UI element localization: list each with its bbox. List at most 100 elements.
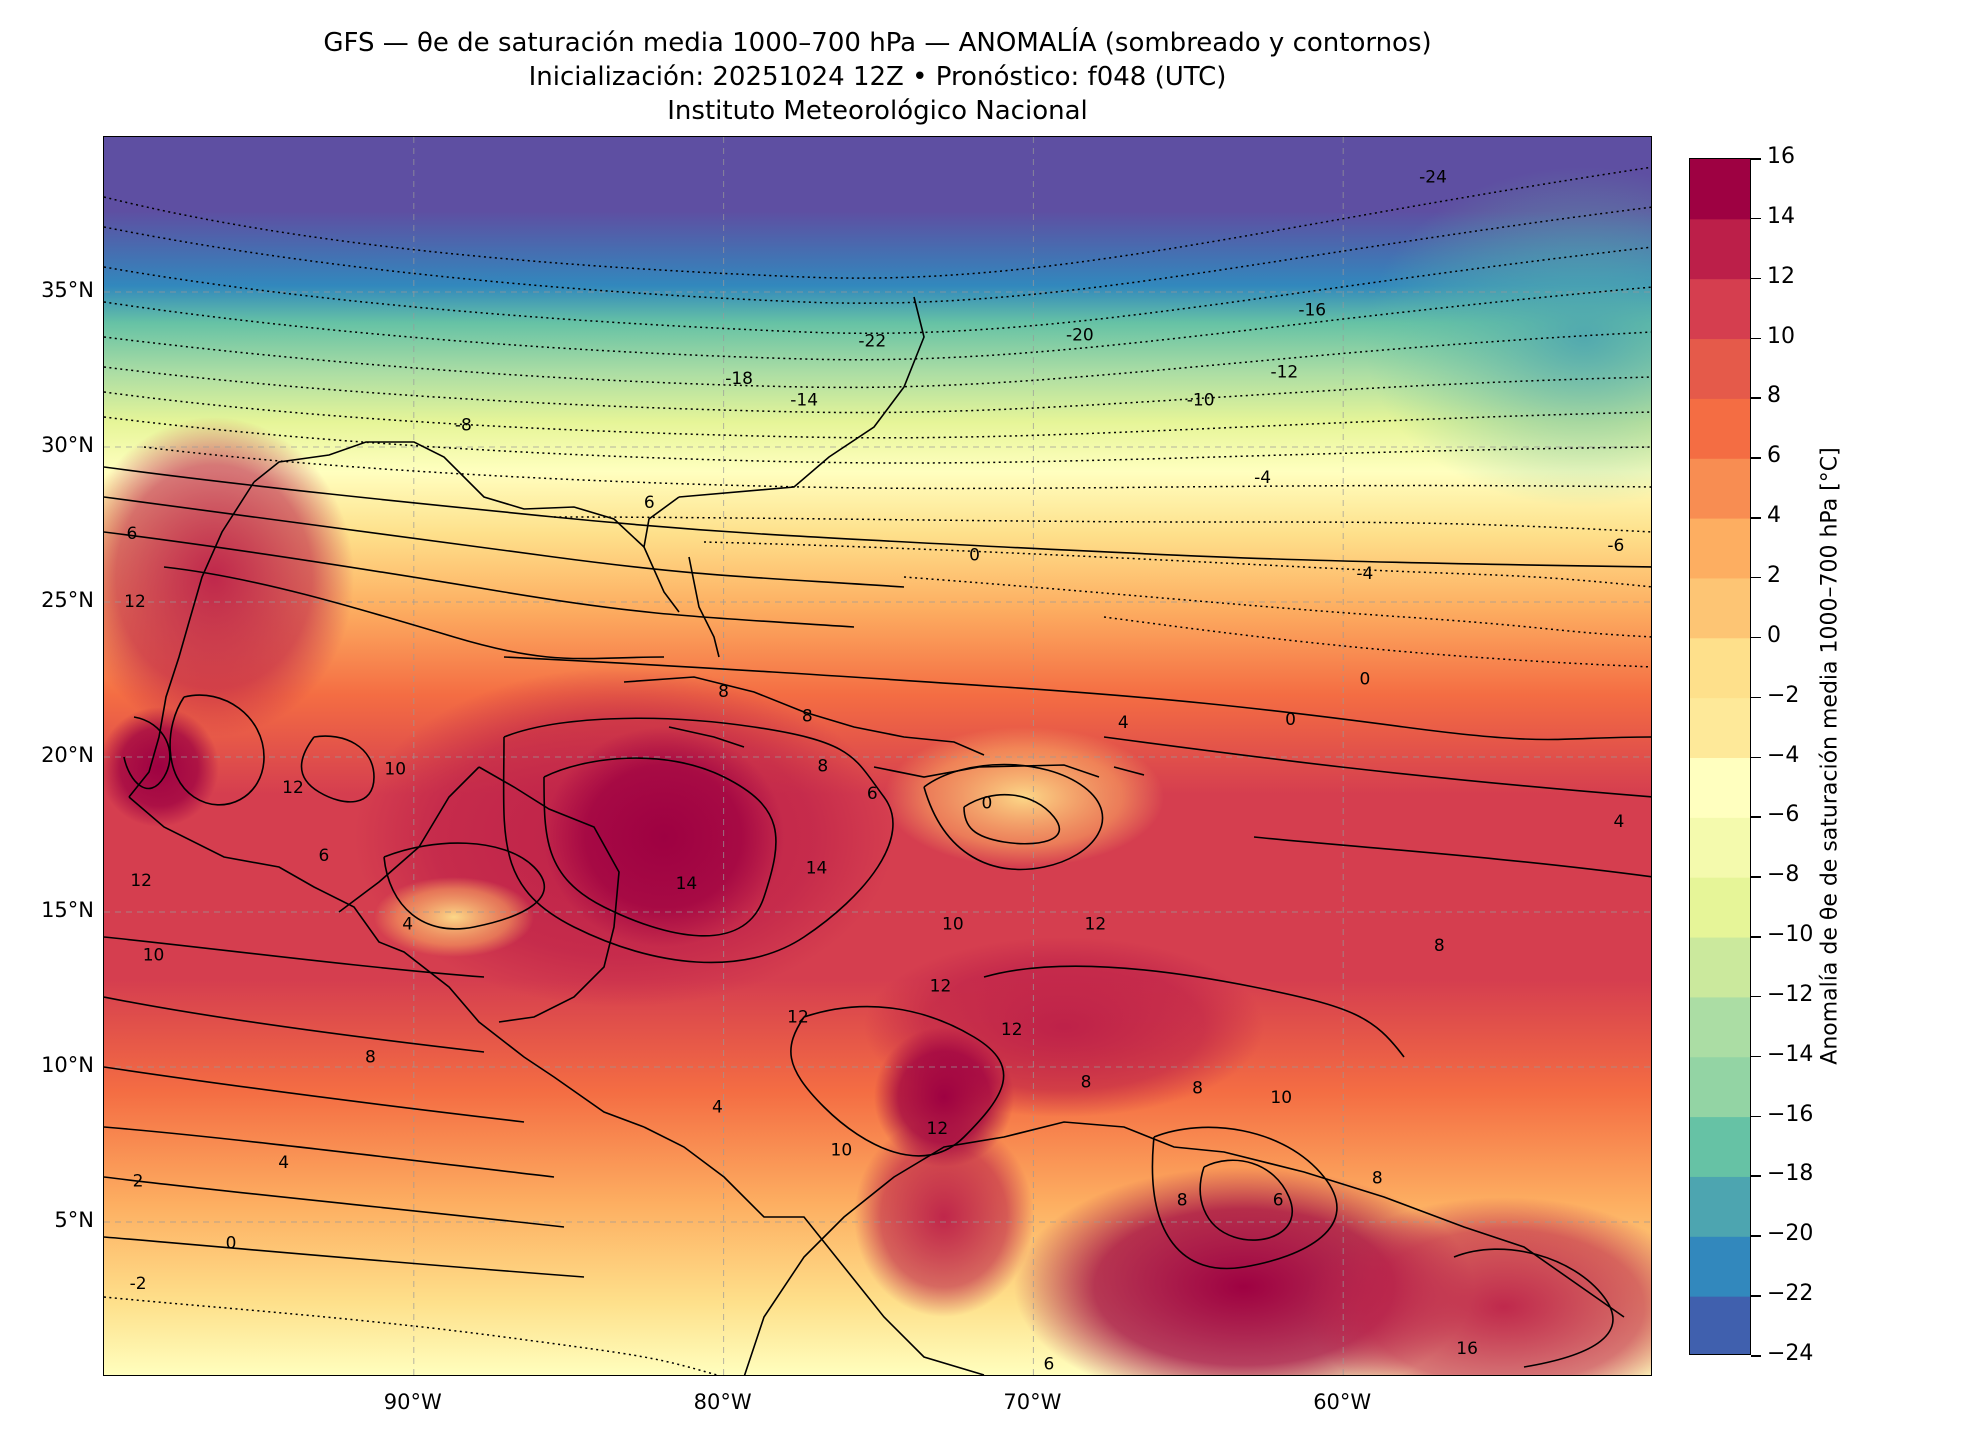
colorbar-tick-label: 4 xyxy=(1767,503,1781,529)
colorbar-swatch xyxy=(1690,398,1750,459)
contour-label: -8 xyxy=(455,415,472,435)
contour-label: 6 xyxy=(1043,1355,1054,1375)
colorbar-tick-label: −4 xyxy=(1767,742,1800,768)
colorbar-swatch xyxy=(1690,577,1750,639)
colorbar-swatch xyxy=(1690,338,1750,399)
colorbar-tick-label: −22 xyxy=(1767,1281,1814,1307)
contour-label: 8 xyxy=(1434,936,1445,956)
contour-label: 0 xyxy=(226,1234,237,1254)
colorbar xyxy=(1689,158,1751,1355)
colorbar-swatches xyxy=(1690,159,1750,1354)
contour-label: 6 xyxy=(1273,1190,1284,1210)
map-panel: -24 -22 -20 -18 -16 -14 -12 -10 -8 -6 -4 -4 6 6 0 12 8 0 0… xyxy=(103,136,1652,1376)
longitude-tick-label: 70°W xyxy=(1003,1390,1062,1414)
colorbar-tick-label: −24 xyxy=(1767,1341,1814,1366)
colorbar-tick-label: −14 xyxy=(1767,1041,1814,1067)
colorbar-swatch xyxy=(1690,458,1750,519)
colorbar-tick xyxy=(1751,1235,1761,1237)
latitude-tick-label: 30°N xyxy=(41,433,94,457)
colorbar-swatch xyxy=(1690,518,1750,579)
colorbar-swatch xyxy=(1690,757,1750,818)
contour-labels: -24-22 -20-18-16-14-12-10-8-6-4-466012800… xyxy=(124,167,1624,1374)
contour-label: 12 xyxy=(130,871,152,891)
contours-solid-positive xyxy=(104,466,1651,1368)
contour-label: 8 xyxy=(1372,1169,1383,1189)
colorbar-tick xyxy=(1751,277,1761,280)
latitude-tick-label: 35°N xyxy=(41,278,94,302)
longitude-tick-label: 90°W xyxy=(383,1390,442,1414)
contour-label: 4 xyxy=(1614,812,1625,832)
contour-label: 12 xyxy=(1001,1020,1023,1040)
contours-dotted-negative xyxy=(104,166,1651,1375)
contour-label: -14 xyxy=(790,391,818,411)
latitude-tick-label: 20°N xyxy=(41,743,94,767)
latitude-tick-label: 5°N xyxy=(54,1208,94,1232)
contour-label: 10 xyxy=(942,914,964,934)
contour-label: 12 xyxy=(1085,914,1107,934)
colorbar-swatch xyxy=(1690,1296,1750,1354)
colorbar-tick-label: −20 xyxy=(1767,1221,1814,1247)
figure-title: GFS — θe de saturación media 1000–700 hP… xyxy=(323,28,1432,58)
colorbar-tick xyxy=(1751,158,1761,160)
contour-label: 4 xyxy=(278,1153,289,1173)
contour-label: 10 xyxy=(384,759,406,779)
colorbar-title: Anomalía de θe de saturación media 1000–… xyxy=(1817,447,1843,1065)
colorbar-tick-label: −6 xyxy=(1767,802,1800,828)
contour-label: -2 xyxy=(130,1274,147,1294)
latitude-tick-label: 10°N xyxy=(41,1053,94,1077)
lat-lon-gridlines xyxy=(104,137,1651,1375)
contour-label: -16 xyxy=(1298,301,1326,321)
colorbar-tick xyxy=(1751,1295,1761,1297)
colorbar-swatch xyxy=(1690,697,1750,758)
contour-label: 6 xyxy=(644,493,655,513)
contour-label: -4 xyxy=(1356,564,1373,584)
contour-label: -18 xyxy=(725,369,753,389)
colorbar-tick-label: 6 xyxy=(1767,443,1781,469)
colorbar-tick xyxy=(1751,397,1761,399)
colorbar-swatch xyxy=(1690,159,1750,220)
contour-label: 8 xyxy=(817,756,828,776)
colorbar-tick-label: −16 xyxy=(1767,1101,1814,1127)
colorbar-tick-label: −12 xyxy=(1767,981,1814,1007)
colorbar-tick xyxy=(1751,457,1761,459)
colorbar-tick-label: 16 xyxy=(1767,144,1795,169)
colorbar-tick xyxy=(1751,936,1761,938)
contour-label: 0 xyxy=(969,546,980,566)
colorbar-swatch xyxy=(1690,877,1750,938)
contour-label: -22 xyxy=(858,332,886,352)
contour-label: 16 xyxy=(1456,1339,1478,1359)
institution-name: Instituto Meteorológico Nacional xyxy=(667,96,1088,126)
colorbar-tick-label: 2 xyxy=(1767,562,1781,588)
contour-label: -10 xyxy=(1187,391,1215,411)
contour-label: 8 xyxy=(802,707,813,727)
colorbar-tick xyxy=(1751,217,1761,220)
contour-label: 12 xyxy=(930,976,952,996)
contour-label: 8 xyxy=(1081,1073,1092,1093)
colorbar-swatch xyxy=(1690,1116,1750,1177)
contour-label: 6 xyxy=(126,524,137,544)
colorbar-swatch xyxy=(1690,218,1750,280)
title-block: GFS — θe de saturación media 1000–700 hP… xyxy=(103,26,1652,128)
colorbar-tick-label: −2 xyxy=(1767,682,1800,708)
contour-label: 12 xyxy=(927,1119,949,1139)
colorbar-tick xyxy=(1751,1355,1761,1357)
contour-label: 8 xyxy=(1177,1190,1188,1210)
contour-label: 12 xyxy=(787,1007,809,1027)
contour-label: 2 xyxy=(133,1172,144,1192)
contour-label: 12 xyxy=(282,778,304,798)
colorbar-tick xyxy=(1751,337,1761,340)
contour-label: 8 xyxy=(365,1048,376,1068)
longitude-tick-label: 80°W xyxy=(693,1390,752,1414)
contour-label: 10 xyxy=(831,1141,853,1161)
colorbar-swatch xyxy=(1690,1236,1750,1297)
colorbar-swatch xyxy=(1690,817,1750,878)
contour-label: 0 xyxy=(982,794,993,814)
contour-label: 8 xyxy=(1192,1079,1203,1099)
colorbar-swatch xyxy=(1690,996,1750,1058)
contour-label: -6 xyxy=(1607,536,1624,556)
colorbar-tick-label: 8 xyxy=(1767,383,1781,409)
contour-label: 4 xyxy=(712,1097,723,1117)
colorbar-tick xyxy=(1751,576,1761,579)
contour-label: -12 xyxy=(1270,363,1298,383)
colorbar-tick xyxy=(1751,876,1761,878)
